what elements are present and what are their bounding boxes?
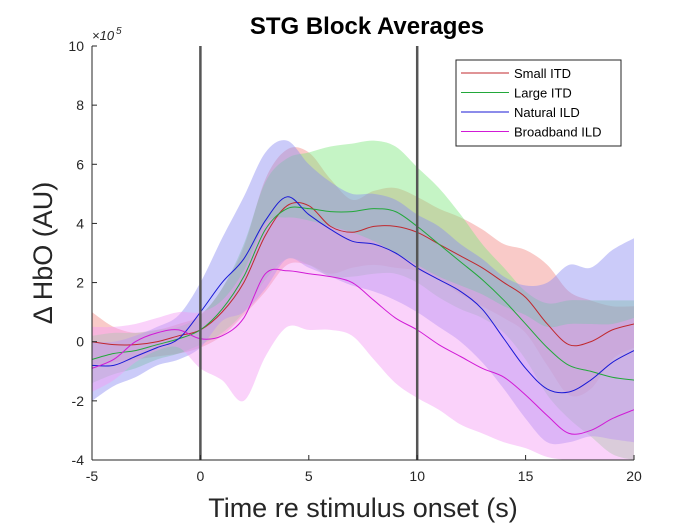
x-tick-label: 10 — [409, 468, 425, 484]
legend-label: Broadband ILD — [514, 125, 601, 140]
y-tick-label: 0 — [76, 334, 84, 350]
chart-title: STG Block Averages — [250, 13, 484, 40]
x-tick-label: -5 — [86, 468, 99, 484]
line-natural-ild — [92, 196, 634, 394]
y-tick-label: -4 — [72, 452, 85, 468]
legend: Small ITD Large ITD Natural ILD Broadband I… — [455, 59, 622, 147]
line-large-itd — [92, 206, 634, 381]
y-tick-label: 2 — [76, 275, 84, 291]
x-tick-label: 15 — [518, 468, 534, 484]
x-axis-label: Time re stimulus onset (s) — [208, 493, 518, 523]
y-tick-label: 8 — [76, 97, 84, 113]
y-tick-label: 4 — [76, 215, 84, 231]
exponent-label: ×10 5 — [92, 26, 122, 43]
band-broadband-ild — [92, 217, 634, 460]
band-large-itd — [92, 140, 634, 460]
line-small-itd — [92, 202, 634, 347]
x-tick-label: 0 — [197, 468, 205, 484]
exponent-power: 5 — [116, 26, 122, 37]
axes: -5 0 5 10 15 20 -4 -2 0 2 4 6 8 10 — [68, 38, 642, 484]
y-axis-label: Δ HbO (AU) — [28, 182, 58, 325]
legend-label: Small ITD — [514, 66, 571, 81]
line-broadband-ild — [92, 268, 634, 435]
x-tick-label: 20 — [626, 468, 642, 484]
x-tick-label: 5 — [305, 468, 313, 484]
y-tick-label: 6 — [76, 156, 84, 172]
band-natural-ild — [92, 140, 634, 445]
legend-label: Natural ILD — [514, 105, 580, 120]
exponent-base: ×10 — [92, 28, 115, 43]
band-small-itd — [92, 147, 634, 397]
legend-label: Large ITD — [514, 86, 572, 101]
y-tick-label: -2 — [72, 393, 85, 409]
y-tick-label: 10 — [68, 38, 84, 54]
plot-area — [92, 46, 634, 460]
